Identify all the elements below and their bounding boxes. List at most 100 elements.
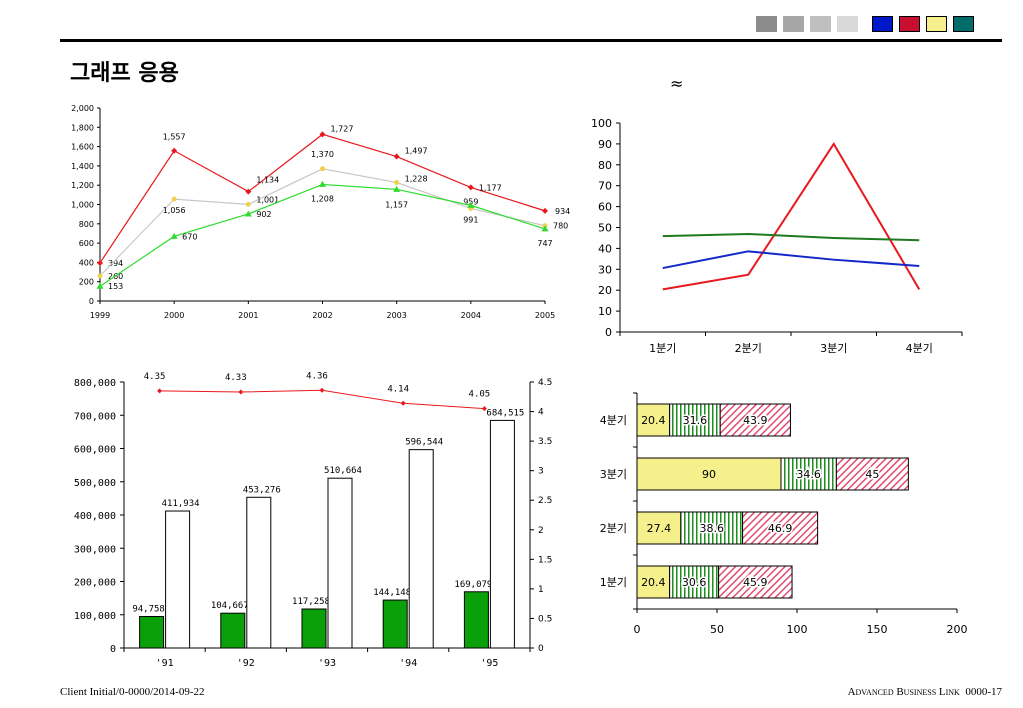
rate-point bbox=[319, 387, 325, 393]
x-tick-label: 2002 bbox=[312, 311, 332, 320]
category-label: 2분기 bbox=[600, 522, 627, 535]
header-rule bbox=[60, 39, 1002, 42]
bar-segment bbox=[669, 403, 721, 437]
data-label: 1,370 bbox=[311, 150, 334, 159]
data-point bbox=[393, 153, 400, 160]
y2-tick-label: 0 bbox=[538, 644, 544, 654]
data-label: 153 bbox=[108, 282, 123, 291]
series-line bbox=[662, 250, 920, 270]
segment-label: 90 bbox=[702, 468, 716, 481]
bar bbox=[165, 510, 191, 649]
y-tick-label: 90 bbox=[598, 138, 612, 151]
bar bbox=[246, 496, 272, 649]
x-tick-label: 50 bbox=[710, 623, 724, 636]
data-label: 1,208 bbox=[311, 194, 334, 203]
y2-tick-label: 4.5 bbox=[538, 378, 552, 388]
bar-label: 453,276 bbox=[243, 485, 281, 495]
x-tick-label: 150 bbox=[867, 623, 888, 636]
y-tick-label: 1,200 bbox=[71, 181, 94, 190]
bar bbox=[489, 419, 515, 649]
y-tick-label: 0 bbox=[89, 297, 94, 306]
bar-segment bbox=[718, 565, 793, 599]
footer-client-info: Client Initial/0-0000/2014-09-22 bbox=[60, 686, 205, 698]
data-point bbox=[171, 196, 177, 202]
series-line bbox=[662, 232, 920, 242]
footer-page-number: 0000-17 bbox=[965, 686, 1002, 698]
bar-segment bbox=[742, 511, 819, 545]
data-label: 991 bbox=[463, 215, 478, 224]
segment-label: 20.4 bbox=[641, 576, 666, 589]
data-point bbox=[97, 273, 103, 279]
x-tick-label: 3분기 bbox=[820, 342, 847, 355]
x-tick-label: 200 bbox=[947, 623, 968, 636]
y-tick-label: 0 bbox=[605, 326, 612, 339]
x-tick-label: 2분기 bbox=[735, 342, 762, 355]
color-swatch bbox=[783, 16, 804, 32]
color-swatch bbox=[837, 16, 858, 32]
y-tick-label: 600 bbox=[79, 239, 94, 248]
color-swatch bbox=[810, 16, 831, 32]
segment-label: 38.6 bbox=[699, 522, 724, 535]
bar bbox=[139, 615, 165, 649]
rate-label: 4.36 bbox=[306, 371, 328, 381]
data-label: 394 bbox=[108, 259, 123, 268]
y-tick-label: 10 bbox=[598, 305, 612, 318]
data-point bbox=[542, 207, 548, 214]
x-tick-label: '95 bbox=[480, 658, 498, 669]
data-point bbox=[320, 166, 325, 172]
data-label: 1,134 bbox=[256, 176, 279, 185]
data-label: 934 bbox=[555, 207, 570, 216]
bar-label: 169,079 bbox=[454, 580, 492, 590]
x-tick-label: '91 bbox=[156, 658, 174, 669]
bar bbox=[408, 449, 434, 649]
y-tick-label: 1,400 bbox=[71, 162, 94, 171]
y2-tick-label: 0.5 bbox=[538, 614, 552, 624]
data-label: 1,177 bbox=[479, 183, 502, 192]
y2-tick-label: 2.5 bbox=[538, 496, 552, 506]
y-tick-label: 200 bbox=[79, 278, 94, 287]
bar-label: 117,258 bbox=[292, 597, 330, 607]
bar bbox=[382, 599, 408, 649]
y-tick-label: 800 bbox=[79, 220, 94, 229]
y-tick-label: 400,000 bbox=[74, 511, 116, 522]
chart-stacked-horizontal: 0 50 100 150 200 4분기 20.4 31.6 43.9 3분기 90 34.6 45 2분… bbox=[600, 392, 968, 636]
rate-point bbox=[157, 388, 163, 394]
bar-label: 510,664 bbox=[324, 466, 362, 476]
x-tick-label: 0 bbox=[634, 623, 641, 636]
bar-label: 411,934 bbox=[162, 499, 200, 509]
segment-label: 30.6 bbox=[682, 576, 707, 589]
data-point bbox=[319, 180, 326, 187]
x-tick-label: 4분기 bbox=[906, 342, 933, 355]
data-label: 780 bbox=[553, 222, 568, 231]
rate-point bbox=[400, 400, 406, 406]
chart-yearly-lines: 0 200 400 600 800 1,000 1,200 1,400 1,600 1,800 2,… bbox=[71, 104, 570, 320]
rate-label: 4.05 bbox=[469, 390, 491, 400]
category-label: 4분기 bbox=[600, 414, 627, 427]
y-tick-label: 0 bbox=[110, 644, 116, 655]
y-tick-label: 1,000 bbox=[71, 201, 94, 210]
rate-point bbox=[238, 389, 244, 395]
chart-bars-with-rate: 0 100,000 200,000 300,000 400,000 500,000 600,… bbox=[74, 371, 552, 669]
y-tick-label: 500,000 bbox=[74, 478, 116, 489]
y-tick-label: 700,000 bbox=[74, 411, 116, 422]
rate-label: 4.33 bbox=[225, 373, 247, 383]
bar bbox=[327, 477, 353, 649]
color-swatch bbox=[953, 16, 974, 32]
data-point bbox=[245, 188, 252, 195]
color-swatch bbox=[756, 16, 777, 32]
bar-label: 104,667 bbox=[211, 601, 249, 611]
data-label: 1,557 bbox=[163, 133, 186, 142]
y-tick-label: 80 bbox=[598, 159, 612, 172]
color-swatch bbox=[926, 16, 947, 32]
color-swatch-bar bbox=[756, 16, 974, 32]
data-point bbox=[467, 184, 474, 191]
x-tick-label: 2003 bbox=[386, 311, 406, 320]
data-point bbox=[394, 179, 400, 185]
bar-segment bbox=[835, 457, 909, 491]
segment-label: 31.6 bbox=[683, 414, 708, 427]
y2-tick-label: 3 bbox=[538, 467, 544, 477]
data-point bbox=[96, 282, 104, 289]
y-tick-label: 100 bbox=[591, 117, 612, 130]
data-label: 1,157 bbox=[385, 200, 408, 209]
